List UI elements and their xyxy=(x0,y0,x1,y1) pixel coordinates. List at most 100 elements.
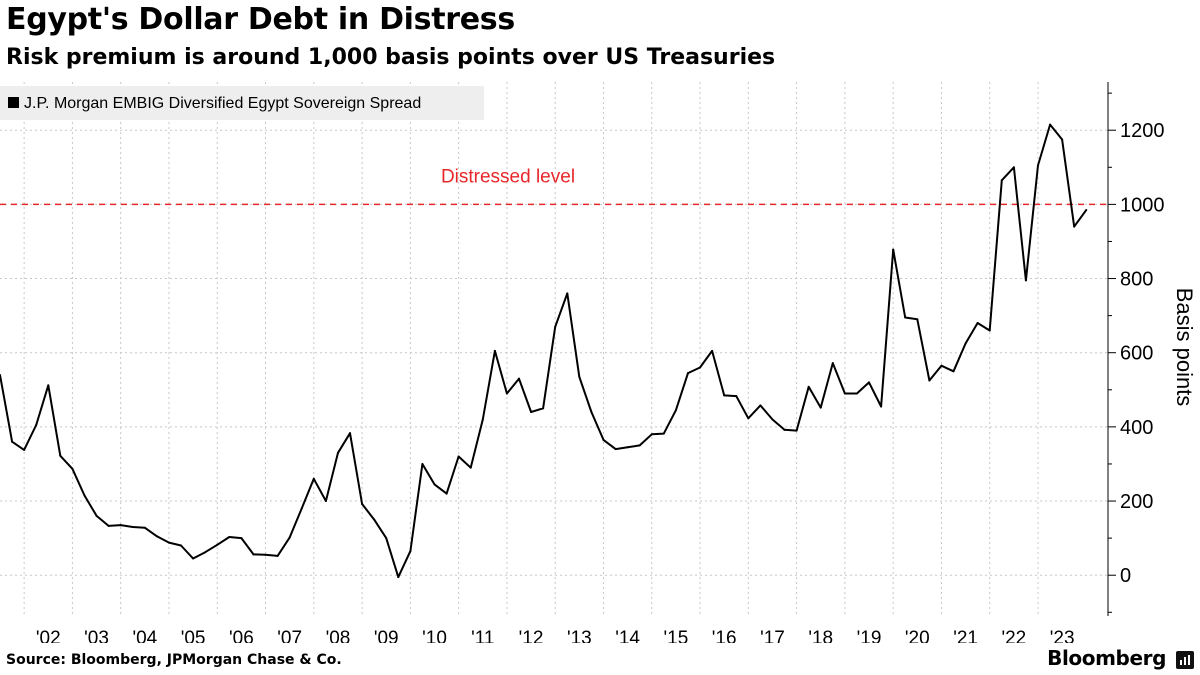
data-point xyxy=(662,432,665,435)
x-tick-label: '18 xyxy=(808,628,833,643)
data-point xyxy=(119,524,122,527)
x-tick-label: '15 xyxy=(664,628,689,643)
data-point xyxy=(699,366,702,369)
data-point xyxy=(976,322,979,325)
data-point xyxy=(590,411,593,414)
x-tick-label: '16 xyxy=(712,628,737,643)
y-axis: 0 200 400 600 800 1000 1200 Basis points xyxy=(1107,82,1197,616)
x-tick-label: '17 xyxy=(760,628,785,643)
data-point xyxy=(143,526,146,529)
data-point xyxy=(361,503,364,506)
data-point xyxy=(711,349,714,352)
x-axis: '02 '03 '04 '05 '06 '07 '08 '09 '10 '11 '12 '13 '14 '… xyxy=(36,628,1075,643)
data-point xyxy=(771,418,774,421)
data-point xyxy=(807,385,810,388)
data-point xyxy=(880,405,883,408)
data-point xyxy=(554,325,557,328)
data-point xyxy=(385,537,388,540)
x-tick-label: '03 xyxy=(84,628,109,643)
data-point xyxy=(566,292,569,295)
data-point xyxy=(614,448,617,451)
x-tick-label: '19 xyxy=(857,628,882,643)
series-line xyxy=(0,123,1088,579)
data-point xyxy=(1049,123,1052,126)
chart-subtitle: Risk premium is around 1,000 basis point… xyxy=(6,45,776,70)
x-tick-label: '12 xyxy=(519,628,544,643)
x-tick-label: '08 xyxy=(326,628,351,643)
y-tick-label: 800 xyxy=(1120,269,1153,291)
legend-swatch xyxy=(8,97,19,108)
x-tick-label: '21 xyxy=(953,628,978,643)
data-point xyxy=(747,417,750,420)
data-point xyxy=(312,477,315,480)
x-tick-label: '14 xyxy=(615,628,640,643)
x-tick-label: '04 xyxy=(132,628,157,643)
data-point xyxy=(686,372,689,375)
x-tick-label: '02 xyxy=(36,628,61,643)
data-point xyxy=(192,557,195,560)
data-point xyxy=(252,553,255,556)
data-point xyxy=(674,409,677,412)
data-point xyxy=(904,316,907,319)
data-point xyxy=(602,438,605,441)
data-point xyxy=(457,455,460,458)
data-point xyxy=(916,318,919,321)
data-point xyxy=(723,394,726,397)
data-point xyxy=(107,524,110,527)
data-point xyxy=(892,248,895,251)
data-point xyxy=(421,462,424,465)
data-point xyxy=(204,551,207,554)
data-point xyxy=(288,536,291,539)
x-tick-label: '10 xyxy=(422,628,447,643)
x-gridlines xyxy=(23,82,1039,616)
data-point xyxy=(868,381,871,384)
y-tick-label: 1000 xyxy=(1120,194,1165,216)
data-point xyxy=(505,392,508,395)
data-point xyxy=(988,329,991,332)
data-point xyxy=(638,444,641,447)
data-point xyxy=(795,429,798,432)
legend-box xyxy=(0,86,484,120)
data-point xyxy=(952,370,955,373)
data-point xyxy=(59,454,62,457)
legend: J.P. Morgan EMBIG Diversified Egypt Sove… xyxy=(0,86,484,120)
data-point xyxy=(1012,166,1015,169)
data-point xyxy=(11,440,14,443)
data-point xyxy=(336,451,339,454)
data-point xyxy=(542,407,545,410)
data-point xyxy=(240,537,243,540)
source-note: Source: Bloomberg, JPMorgan Chase & Co. xyxy=(6,652,342,668)
data-point xyxy=(759,404,762,407)
data-point xyxy=(650,433,653,436)
data-point xyxy=(228,536,231,539)
data-point xyxy=(855,392,858,395)
y-tick-label: 600 xyxy=(1120,343,1153,365)
data-point xyxy=(0,373,1,376)
data-point xyxy=(928,379,931,382)
data-point xyxy=(1024,279,1027,282)
x-tick-label: '06 xyxy=(229,628,254,643)
data-point xyxy=(264,553,267,556)
data-point xyxy=(47,384,50,387)
data-point xyxy=(819,406,822,409)
series-layer xyxy=(0,123,1088,579)
y-axis-title: Basis points xyxy=(1172,288,1197,407)
data-point xyxy=(155,535,158,538)
data-point xyxy=(469,466,472,469)
data-point xyxy=(1000,179,1003,182)
data-point xyxy=(95,514,98,517)
data-point xyxy=(373,518,376,521)
data-point xyxy=(843,392,846,395)
y-tick-label: 0 xyxy=(1120,565,1131,587)
data-point xyxy=(71,467,74,470)
data-point xyxy=(433,483,436,486)
data-point xyxy=(517,377,520,380)
x-tick-label: '20 xyxy=(905,628,930,643)
data-point xyxy=(216,543,219,546)
data-point xyxy=(1073,225,1076,228)
threshold-label: Distressed level xyxy=(441,166,575,187)
data-point xyxy=(1085,208,1088,211)
data-point xyxy=(409,550,412,553)
legend-label: J.P. Morgan EMBIG Diversified Egypt Sove… xyxy=(24,95,421,112)
terminal-icon xyxy=(1176,651,1194,669)
